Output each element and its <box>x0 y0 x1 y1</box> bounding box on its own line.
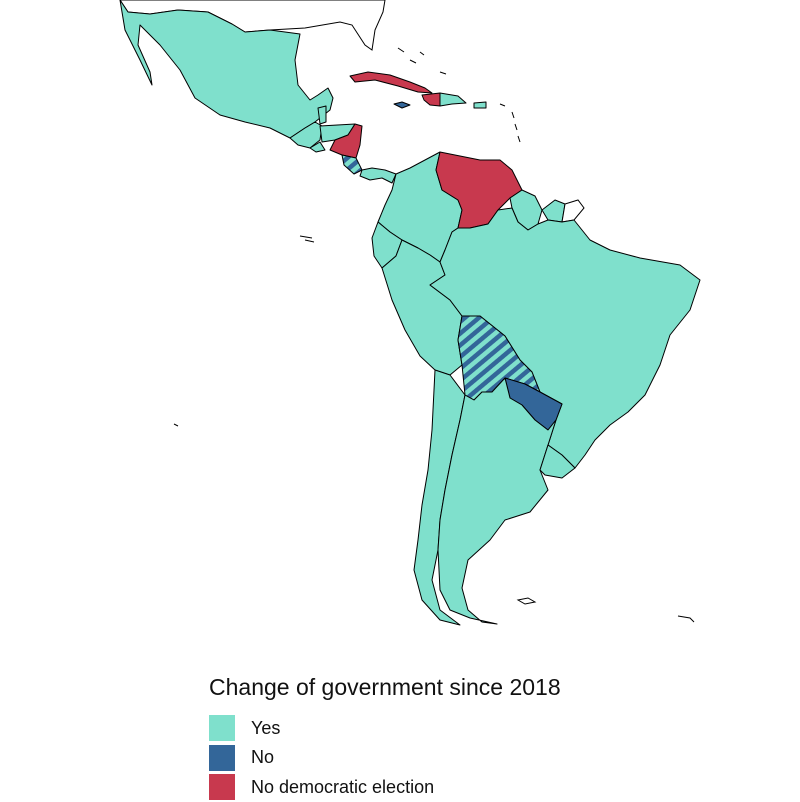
country-jamaica <box>393 101 411 109</box>
legend-swatch-no <box>209 744 235 771</box>
legend-swatch-yes <box>209 715 235 742</box>
falkland-islands <box>516 597 695 623</box>
country-panama <box>359 167 397 184</box>
country-belize <box>317 105 327 125</box>
legend: Change of government since 2018 Yes No N… <box>209 674 629 802</box>
legend-item-yes: Yes <box>209 714 629 744</box>
legend-label-yes: Yes <box>251 717 281 738</box>
legend-item-no-democratic-election: No democratic election <box>209 773 629 802</box>
country-argentina <box>437 377 557 625</box>
legend-title: Change of government since 2018 <box>209 674 561 700</box>
legend-swatch-no-democratic-election <box>209 774 235 801</box>
country-el-salvador <box>309 141 326 153</box>
country-french-guiana <box>561 199 585 223</box>
country-puerto-rico <box>473 101 487 109</box>
country-cuba <box>349 71 433 94</box>
map <box>119 0 701 626</box>
country-costa-rica <box>341 154 363 175</box>
legend-label-no-democratic-election: No democratic election <box>251 776 435 797</box>
galapagos-islands <box>173 423 179 427</box>
legend-item-no: No <box>209 743 629 773</box>
country-haiti <box>421 92 441 107</box>
country-nicaragua <box>329 123 363 159</box>
country-suriname <box>541 199 566 223</box>
caribbean-islands <box>299 47 521 243</box>
legend-label-no: No <box>251 747 275 768</box>
country-uruguay <box>539 444 576 479</box>
country-dominican-republic <box>439 92 467 107</box>
